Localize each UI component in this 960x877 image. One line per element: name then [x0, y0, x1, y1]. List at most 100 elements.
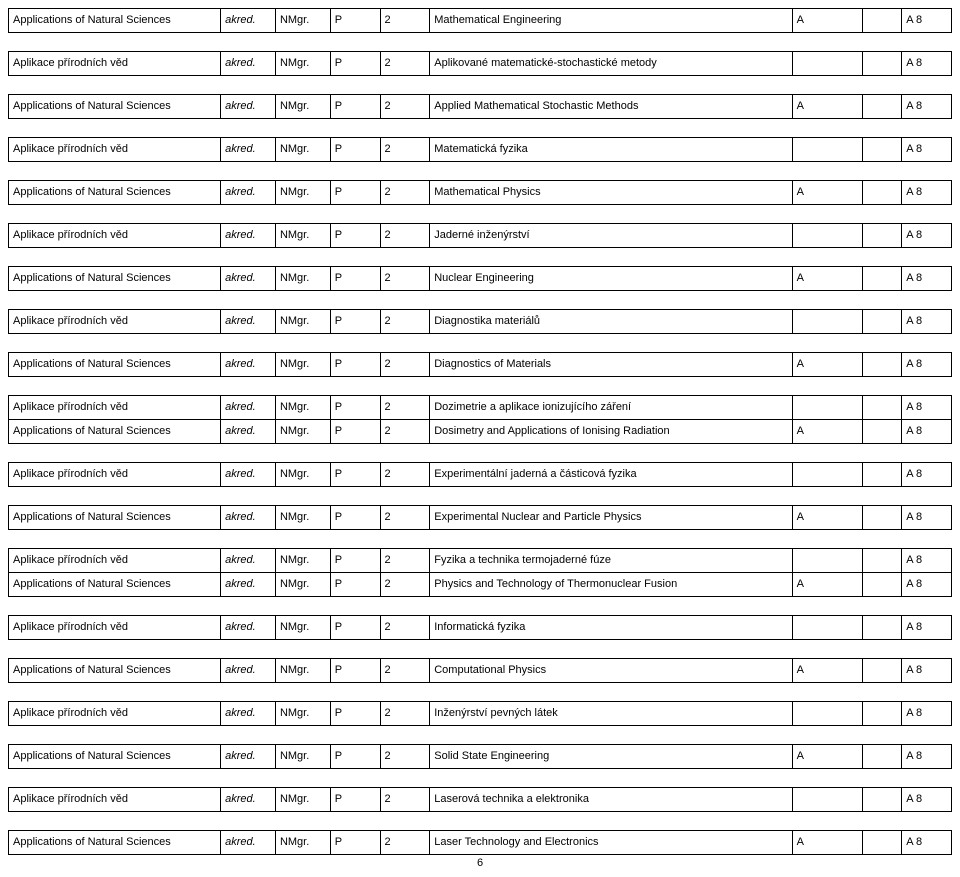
cell-c3: P: [330, 267, 380, 291]
cell-c0: Aplikace přírodních věd: [9, 224, 221, 248]
cell-c4: 2: [380, 463, 430, 487]
cell-c0: Applications of Natural Sciences: [9, 267, 221, 291]
cell-c2: NMgr.: [275, 788, 330, 812]
cell-c3: P: [330, 138, 380, 162]
cell-c8: A 8: [902, 52, 952, 76]
cell-c7: [862, 616, 902, 640]
cell-c1: akred.: [221, 788, 276, 812]
cell-c2: NMgr.: [275, 353, 330, 377]
cell-c3: P: [330, 224, 380, 248]
cell-c5: Experimentální jaderná a částicová fyzik…: [430, 463, 792, 487]
spacer-row: [9, 444, 952, 463]
cell-c7: [862, 52, 902, 76]
cell-c5: Fyzika a technika termojaderné fúze: [430, 549, 792, 573]
cell-c6: A: [792, 659, 862, 683]
cell-c2: NMgr.: [275, 181, 330, 205]
table-row: Applications of Natural Sciencesakred.NM…: [9, 181, 952, 205]
cell-c4: 2: [380, 420, 430, 444]
table-row: Applications of Natural Sciencesakred.NM…: [9, 420, 952, 444]
cell-c5: Experimental Nuclear and Particle Physic…: [430, 506, 792, 530]
cell-c8: A 8: [902, 224, 952, 248]
cell-c7: [862, 267, 902, 291]
cell-c5: Applied Mathematical Stochastic Methods: [430, 95, 792, 119]
cell-c5: Solid State Engineering: [430, 745, 792, 769]
cell-c4: 2: [380, 353, 430, 377]
table-row: Aplikace přírodních vědakred.NMgr.P2Apli…: [9, 52, 952, 76]
cell-c4: 2: [380, 506, 430, 530]
cell-c5: Mathematical Physics: [430, 181, 792, 205]
cell-c7: [862, 95, 902, 119]
cell-c6: [792, 616, 862, 640]
cell-c3: P: [330, 702, 380, 726]
cell-c2: NMgr.: [275, 573, 330, 597]
cell-c4: 2: [380, 267, 430, 291]
cell-c0: Aplikace přírodních věd: [9, 52, 221, 76]
cell-c7: [862, 573, 902, 597]
spacer-row: [9, 769, 952, 788]
cell-c3: P: [330, 396, 380, 420]
cell-c8: A 8: [902, 95, 952, 119]
cell-c8: A 8: [902, 745, 952, 769]
cell-c2: NMgr.: [275, 9, 330, 33]
spacer-row: [9, 291, 952, 310]
table-row: Aplikace přírodních vědakred.NMgr.P2Mate…: [9, 138, 952, 162]
cell-c7: [862, 745, 902, 769]
cell-c8: A 8: [902, 396, 952, 420]
cell-c6: [792, 549, 862, 573]
cell-c5: Dozimetrie a aplikace ionizujícího zářen…: [430, 396, 792, 420]
cell-c0: Aplikace přírodních věd: [9, 396, 221, 420]
cell-c5: Aplikované matematické-stochastické meto…: [430, 52, 792, 76]
cell-c5: Inženýrství pevných látek: [430, 702, 792, 726]
cell-c8: A 8: [902, 463, 952, 487]
cell-c1: akred.: [221, 52, 276, 76]
cell-c6: A: [792, 353, 862, 377]
spacer-row: [9, 683, 952, 702]
cell-c2: NMgr.: [275, 659, 330, 683]
spacer-row: [9, 377, 952, 396]
cell-c1: akred.: [221, 396, 276, 420]
cell-c8: A 8: [902, 267, 952, 291]
cell-c0: Applications of Natural Sciences: [9, 9, 221, 33]
cell-c0: Applications of Natural Sciences: [9, 95, 221, 119]
cell-c5: Computational Physics: [430, 659, 792, 683]
cell-c1: akred.: [221, 224, 276, 248]
cell-c1: akred.: [221, 616, 276, 640]
cell-c8: A 8: [902, 831, 952, 855]
cell-c1: akred.: [221, 310, 276, 334]
spacer-row: [9, 205, 952, 224]
cell-c3: P: [330, 573, 380, 597]
table-row: Applications of Natural Sciencesakred.NM…: [9, 267, 952, 291]
table-row: Aplikace přírodních vědakred.NMgr.P2Jade…: [9, 224, 952, 248]
cell-c1: akred.: [221, 659, 276, 683]
cell-c1: akred.: [221, 702, 276, 726]
cell-c6: [792, 463, 862, 487]
cell-c3: P: [330, 549, 380, 573]
cell-c7: [862, 659, 902, 683]
table-row: Aplikace přírodních vědakred.NMgr.P2Dozi…: [9, 396, 952, 420]
cell-c8: A 8: [902, 659, 952, 683]
cell-c3: P: [330, 745, 380, 769]
cell-c1: akred.: [221, 420, 276, 444]
cell-c2: NMgr.: [275, 831, 330, 855]
cell-c8: A 8: [902, 353, 952, 377]
cell-c6: [792, 788, 862, 812]
cell-c5: Laser Technology and Electronics: [430, 831, 792, 855]
cell-c1: akred.: [221, 506, 276, 530]
cell-c1: akred.: [221, 549, 276, 573]
table-row: Applications of Natural Sciencesakred.NM…: [9, 506, 952, 530]
cell-c7: [862, 549, 902, 573]
cell-c6: A: [792, 267, 862, 291]
cell-c3: P: [330, 420, 380, 444]
cell-c6: A: [792, 745, 862, 769]
spacer-row: [9, 119, 952, 138]
table-row: Applications of Natural Sciencesakred.NM…: [9, 95, 952, 119]
spacer-row: [9, 640, 952, 659]
table-row: Aplikace přírodních vědakred.NMgr.P2Fyzi…: [9, 549, 952, 573]
cell-c1: akred.: [221, 9, 276, 33]
cell-c7: [862, 310, 902, 334]
cell-c4: 2: [380, 52, 430, 76]
page-number: 6: [8, 855, 952, 869]
cell-c0: Applications of Natural Sciences: [9, 659, 221, 683]
table-row: Aplikace přírodních vědakred.NMgr.P2Expe…: [9, 463, 952, 487]
cell-c6: A: [792, 420, 862, 444]
